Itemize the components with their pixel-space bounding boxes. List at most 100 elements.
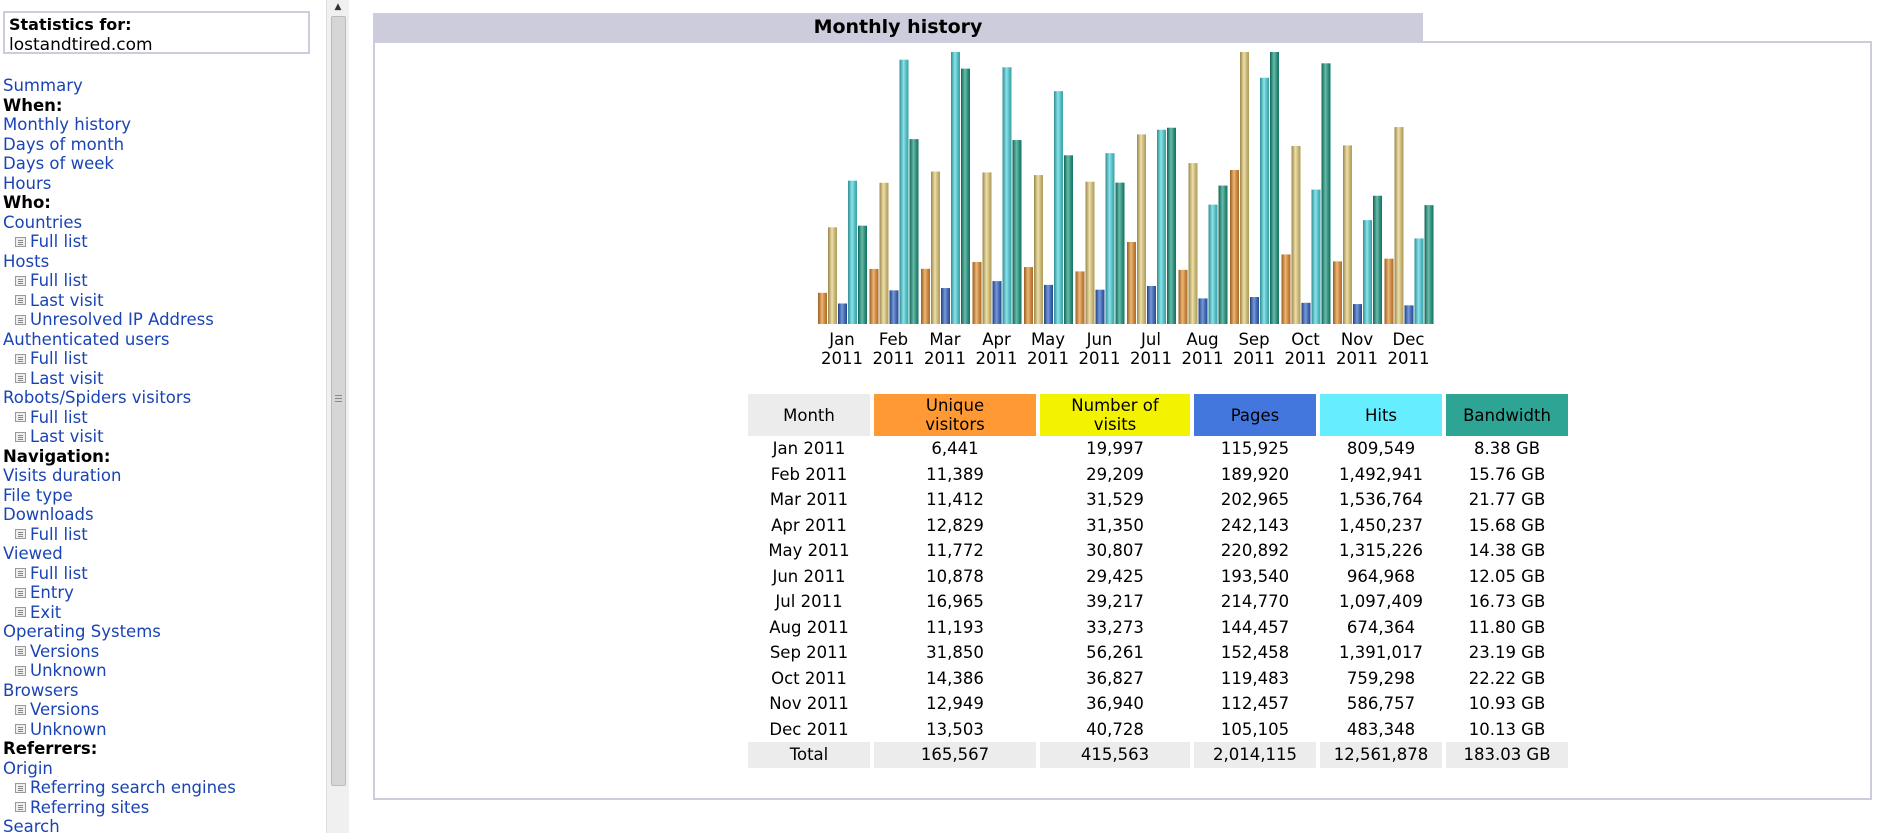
nav-subitem-last-visit[interactable]: Last visit bbox=[3, 369, 236, 389]
nav-link-label[interactable]: Full list bbox=[30, 232, 88, 251]
nav-link-label[interactable]: Downloads bbox=[3, 505, 94, 524]
nav-subitem-unknown[interactable]: Unknown bbox=[3, 720, 236, 740]
nav-link-label[interactable]: Search bbox=[3, 817, 60, 836]
nav-link-label[interactable]: Referring search engines bbox=[30, 778, 236, 797]
nav-link-file-type[interactable]: File type bbox=[3, 486, 236, 506]
table-cell: 11.80 GB bbox=[1468, 617, 1546, 637]
nav-subitem-last-visit[interactable]: Last visit bbox=[3, 427, 236, 447]
nav-subitem-full-list[interactable]: Full list bbox=[3, 232, 236, 252]
list-icon bbox=[15, 373, 26, 383]
nav-link-summary[interactable]: Summary bbox=[3, 76, 236, 96]
table-cell: 189,920 bbox=[1220, 464, 1290, 484]
x-tick-label: 2011 bbox=[1182, 349, 1224, 368]
nav-link-label[interactable]: Full list bbox=[30, 563, 88, 583]
table-cell: 1,097,409 bbox=[1339, 592, 1423, 612]
nav-link-label[interactable]: Summary bbox=[3, 76, 83, 95]
nav-link-label[interactable]: Robots/Spiders visitors bbox=[3, 388, 192, 407]
nav-subitem-full-list[interactable]: Full list bbox=[3, 408, 236, 428]
bar-shading bbox=[1105, 153, 1115, 324]
nav-link-label[interactable]: Origin bbox=[3, 758, 53, 778]
nav-link-label[interactable]: Monthly history bbox=[3, 115, 132, 134]
nav-link-label[interactable]: Full list bbox=[30, 349, 88, 368]
left-frame: Statistics for: lostandtired.com Summary… bbox=[0, 0, 325, 836]
nav-link-label[interactable]: Browsers bbox=[3, 680, 79, 700]
nav-link-origin[interactable]: Origin bbox=[3, 759, 236, 779]
nav-link-label[interactable]: Versions bbox=[30, 700, 100, 719]
nav-subitem-full-list[interactable]: Full list bbox=[3, 349, 236, 369]
nav-link-authenticated-users[interactable]: Authenticated users bbox=[3, 330, 236, 350]
bar-shading bbox=[1384, 258, 1394, 324]
nav-subitem-full-list[interactable]: Full list bbox=[3, 564, 236, 584]
table-cell: 242,143 bbox=[1220, 515, 1290, 535]
nav-link-days-of-month[interactable]: Days of month bbox=[3, 135, 236, 155]
list-icon bbox=[15, 412, 26, 422]
nav-link-countries[interactable]: Countries bbox=[3, 213, 236, 233]
table-cell: 12,949 bbox=[926, 694, 984, 714]
nav-link-downloads[interactable]: Downloads bbox=[3, 505, 236, 525]
nav-link-label[interactable]: Entry bbox=[30, 583, 74, 602]
table-cell: 29,425 bbox=[1086, 566, 1144, 586]
table-cell: 11,412 bbox=[926, 490, 984, 510]
nav-link-operating-systems[interactable]: Operating Systems bbox=[3, 622, 236, 642]
x-tick-label: 2011 bbox=[1079, 349, 1121, 368]
nav-link-label[interactable]: Viewed bbox=[3, 544, 63, 563]
nav-link-label[interactable]: Full list bbox=[30, 271, 88, 290]
nav-link-hours[interactable]: Hours bbox=[3, 174, 236, 194]
nav-link-label[interactable]: Full list bbox=[30, 524, 88, 544]
nav-link-label[interactable]: Exit bbox=[30, 602, 62, 622]
nav-link-label[interactable]: Last visit bbox=[30, 427, 104, 446]
nav-link-hosts[interactable]: Hosts bbox=[3, 252, 236, 272]
nav-link-label[interactable]: Days of week bbox=[3, 154, 114, 173]
nav-subitem-exit[interactable]: Exit bbox=[3, 603, 236, 623]
nav-link-label[interactable]: Unknown bbox=[30, 661, 107, 680]
nav-link-label[interactable]: Authenticated users bbox=[3, 329, 170, 349]
nav-link-label[interactable]: Full list bbox=[30, 407, 88, 427]
table-total-row: Total 165,567 415,563 2,014,115 12,561,878 18… bbox=[748, 742, 1568, 768]
nav-link-days-of-week[interactable]: Days of week bbox=[3, 154, 236, 174]
table-cell: Jun 2011 bbox=[772, 566, 846, 586]
nav-link-label[interactable]: Visits duration bbox=[3, 466, 122, 485]
nav-link-label[interactable]: Hosts bbox=[3, 251, 50, 271]
nav-subitem-referring-search-engines[interactable]: Referring search engines bbox=[3, 778, 236, 798]
nav-link-browsers[interactable]: Browsers bbox=[3, 681, 236, 701]
nav-subitem-full-list[interactable]: Full list bbox=[3, 525, 236, 545]
table-cell: 10.93 GB bbox=[1468, 694, 1546, 714]
nav-link-label[interactable]: Unknown bbox=[30, 719, 107, 739]
x-tick-label: 2011 bbox=[1285, 349, 1327, 368]
navigation-menu: Summary When: Monthly history Days of month… bbox=[3, 76, 236, 837]
nav-link-robots-spiders-visitors[interactable]: Robots/Spiders visitors bbox=[3, 388, 236, 408]
nav-subitem-versions[interactable]: Versions bbox=[3, 642, 236, 662]
table-cell: 1,391,017 bbox=[1339, 643, 1423, 663]
column-header-number-of-visits: Number of visits bbox=[1040, 394, 1190, 436]
nav-subitem-entry[interactable]: Entry bbox=[3, 583, 236, 603]
nav-subitem-full-list[interactable]: Full list bbox=[3, 271, 236, 291]
left-frame-scrollbar[interactable]: ▲ bbox=[326, 0, 349, 833]
nav-link-label[interactable]: Hours bbox=[3, 173, 52, 193]
nav-subitem-unresolved-ip-address[interactable]: Unresolved IP Address bbox=[3, 310, 236, 330]
nav-link-visits-duration[interactable]: Visits duration bbox=[3, 466, 236, 486]
bar-shading bbox=[1311, 189, 1321, 324]
nav-link-viewed[interactable]: Viewed bbox=[3, 544, 236, 564]
nav-subitem-unknown[interactable]: Unknown bbox=[3, 661, 236, 681]
nav-link-label[interactable]: Referring sites bbox=[30, 797, 150, 817]
nav-link-label[interactable]: File type bbox=[3, 485, 73, 505]
nav-subitem-last-visit[interactable]: Last visit bbox=[3, 291, 236, 311]
nav-link-label[interactable]: Unresolved IP Address bbox=[30, 310, 214, 329]
nav-link-label[interactable]: Operating Systems bbox=[3, 622, 161, 641]
nav-link-label[interactable]: Days of month bbox=[3, 134, 125, 154]
table-cell: 11,389 bbox=[926, 464, 984, 484]
bar-shading bbox=[1291, 145, 1301, 324]
scroll-up-arrow-icon[interactable]: ▲ bbox=[334, 2, 342, 12]
nav-link-label[interactable]: Last visit bbox=[30, 290, 104, 310]
nav-subitem-versions[interactable]: Versions bbox=[3, 700, 236, 720]
x-tick-label: Jun bbox=[1086, 330, 1113, 349]
nav-link-label[interactable]: Versions bbox=[30, 641, 100, 661]
bar-shading bbox=[899, 59, 909, 324]
nav-subitem-referring-sites[interactable]: Referring sites bbox=[3, 798, 236, 818]
nav-link-label[interactable]: Countries bbox=[3, 212, 83, 232]
table-cell: 1,315,226 bbox=[1339, 541, 1423, 561]
nav-link-search[interactable]: Search bbox=[3, 817, 236, 837]
nav-link-monthly-history[interactable]: Monthly history bbox=[3, 115, 236, 135]
nav-link-label[interactable]: Last visit bbox=[30, 368, 104, 388]
scrollbar-thumb[interactable] bbox=[331, 16, 346, 786]
